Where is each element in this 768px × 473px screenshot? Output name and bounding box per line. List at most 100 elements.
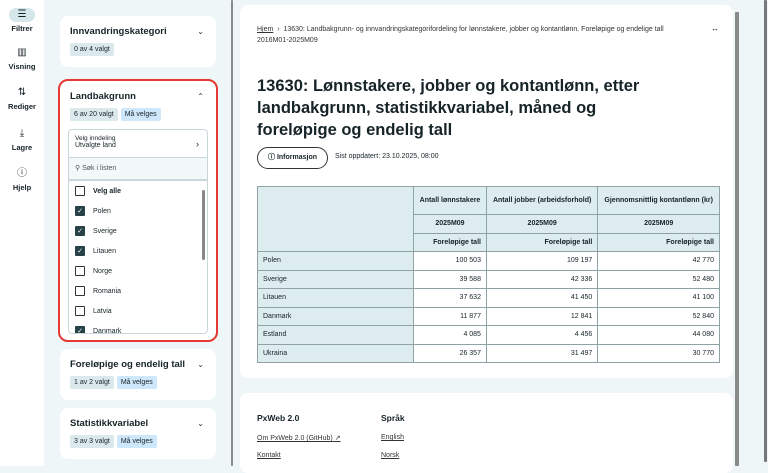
footer: PxWeb 2.0 Om PxWeb 2.0 (GitHub) ↗ Kontak… (240, 393, 733, 473)
chevron-down-icon[interactable]: ⌄ (197, 27, 204, 36)
checkbox[interactable] (75, 266, 85, 276)
main-scrollbar[interactable] (735, 12, 739, 466)
side-nav: ☰ Filtrer ▥ Visning ⇅ Rediger ⤓ Lagre ⓘ Hjelp (0, 0, 44, 466)
list-scrollbar[interactable] (202, 190, 205, 260)
inndeling-label: Velg inndeling (75, 135, 116, 142)
value-list-panel: Velg inndeling Utvalgte land › ⚲ Søk i lis… (68, 129, 208, 334)
data-cell: 39 588 (413, 269, 487, 289)
filter-title: Foreløpige og endelig tall (70, 359, 186, 370)
swap-icon: ⇅ (17, 87, 27, 98)
data-cell: 52 840 (597, 306, 720, 326)
data-cell: 42 336 (485, 269, 599, 289)
table-row: Sverige 39 588 42 336 52 480 (257, 269, 720, 289)
option-item[interactable]: Norge (69, 261, 207, 281)
filter-title: Innvandringskategori (70, 26, 167, 37)
filter-title: Statistikkvariabel (70, 418, 149, 429)
option-item[interactable]: ✓ Danmark (69, 321, 207, 333)
checkbox[interactable]: ✓ (75, 206, 85, 216)
panel-divider-scrollbar[interactable] (231, 0, 233, 466)
data-cell: 26 357 (413, 343, 487, 363)
period-header: 2025M09 (597, 214, 720, 234)
information-button[interactable]: ⓘ Informasjon (257, 147, 329, 169)
filter-statistikkvariabel[interactable]: Statistikkvariabel ⌄ 3 av 3 valgt Må velg… (60, 408, 216, 459)
table-row: Litauen 37 632 41 450 41 100 (257, 288, 720, 308)
data-cell: 37 632 (413, 288, 487, 308)
row-header: Danmark (257, 306, 414, 326)
option-item[interactable]: Romania (69, 281, 207, 301)
table-row: Danmark 11 877 12 841 52 840 (257, 306, 720, 326)
option-item[interactable]: ✓ Polen (69, 201, 207, 221)
period-header: 2025M09 (485, 214, 599, 234)
checkbox[interactable]: ✓ (75, 326, 85, 333)
chevron-up-icon[interactable]: ⌃ (197, 92, 204, 101)
nav-visning[interactable]: ▥ Visning (8, 47, 36, 71)
data-cell: 41 450 (485, 288, 599, 308)
breadcrumb-current: 13630: Landbakgrunn- og innvandringskate… (257, 26, 664, 44)
row-header: Sverige (257, 269, 414, 289)
norsk-link[interactable]: Norsk (381, 452, 400, 459)
row-header: Estland (257, 325, 414, 345)
footer-pxweb-title: PxWeb 2.0 (257, 413, 300, 423)
checkbox[interactable] (75, 186, 85, 196)
last-updated: Sist oppdatert: 23.10.2025, 08:00 (335, 153, 439, 160)
count-badge: 3 av 3 valgt (70, 435, 114, 448)
breadcrumb: Hjem › 13630: Landbakgrunn- og innvandri… (257, 26, 664, 44)
data-table: Antall lønnstakere Antall jobber (arbeid… (257, 186, 720, 363)
breadcrumb-home-link[interactable]: Hjem (257, 26, 274, 33)
filter-landbakgrunn: Landbakgrunn ⌃ 6 av 20 valgt Må velges (58, 79, 218, 342)
inndeling-select[interactable]: Velg inndeling Utvalgte land › (69, 130, 207, 158)
search-input[interactable]: ⚲ Søk i listen (69, 158, 207, 181)
about-link[interactable]: Om PxWeb 2.0 (GitHub) ↗ (257, 434, 341, 442)
about-label: Om PxWeb 2.0 (GitHub) (257, 435, 333, 442)
chevron-right-icon: › (196, 139, 199, 149)
main-content: Hjem › 13630: Landbakgrunn- og innvandri… (240, 5, 733, 378)
data-cell: 31 497 (485, 343, 599, 363)
status-header: Foreløpige tall (485, 232, 599, 252)
external-link-icon: ↗ (334, 435, 341, 442)
table-row: Ukraina 26 357 31 497 30 770 (257, 343, 720, 363)
row-header: Polen (257, 251, 414, 271)
contact-link[interactable]: Kontakt (257, 452, 281, 459)
column-header: Antall jobber (arbeidsforhold) (485, 186, 599, 215)
data-cell: 42 770 (597, 251, 720, 271)
data-cell: 11 877 (413, 306, 487, 326)
option-item[interactable]: Latvia (69, 301, 207, 321)
inndeling-value: Utvalgte land (75, 142, 116, 149)
chevron-down-icon[interactable]: ⌄ (197, 419, 204, 428)
data-cell: 44 080 (597, 325, 720, 345)
table-row: Polen 100 503 109 197 42 770 (257, 251, 720, 271)
option-label: Norge (93, 267, 113, 275)
data-cell: 100 503 (413, 251, 487, 271)
option-label: Velg alle (93, 187, 122, 195)
nav-hjelp[interactable]: ⓘ Hjelp (0, 167, 44, 192)
information-label: Informasjon (276, 154, 318, 161)
nav-filtrer[interactable]: ☰ Filtrer (0, 8, 44, 33)
option-label: Latvia (93, 307, 112, 315)
checkbox[interactable] (75, 286, 85, 296)
chevron-down-icon[interactable]: ⌄ (197, 360, 204, 369)
filter-innvandringskategori[interactable]: Innvandringskategori ⌄ 0 av 4 valgt (60, 16, 216, 67)
option-item[interactable]: ✓ Sverige (69, 221, 207, 241)
nav-lagre[interactable]: ⤓ Lagre (0, 127, 44, 152)
data-cell: 30 770 (597, 343, 720, 363)
column-header: Gjennomsnittlig kontantlønn (kr) (597, 186, 720, 215)
english-link[interactable]: English (381, 434, 404, 441)
info-icon: ⓘ (268, 154, 275, 161)
option-label: Polen (93, 207, 111, 215)
nav-rediger[interactable]: ⇅ Rediger (8, 87, 36, 111)
option-label: Litauen (93, 247, 116, 255)
page-scrollbar[interactable] (764, 0, 767, 462)
filter-title: Landbakgrunn (70, 91, 136, 102)
filter-forelopige[interactable]: Foreløpige og endelig tall ⌄ 1 av 2 valg… (60, 349, 216, 400)
table-row: Estland 4 085 4 456 44 080 (257, 325, 720, 345)
select-all-option[interactable]: Velg alle (69, 181, 207, 201)
checkbox[interactable]: ✓ (75, 226, 85, 236)
download-icon: ⤓ (19, 128, 25, 139)
data-cell: 52 480 (597, 269, 720, 289)
checkbox[interactable]: ✓ (75, 246, 85, 256)
option-item[interactable]: ✓ Litauen (69, 241, 207, 261)
row-header: Litauen (257, 288, 414, 308)
expand-icon[interactable]: ↔ (711, 24, 719, 33)
checkbox[interactable] (75, 306, 85, 316)
corner-cell (257, 186, 414, 252)
